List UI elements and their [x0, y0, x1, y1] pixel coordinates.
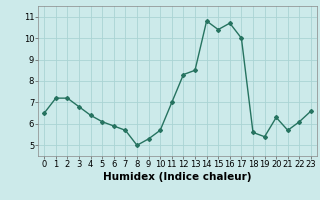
X-axis label: Humidex (Indice chaleur): Humidex (Indice chaleur): [103, 172, 252, 182]
